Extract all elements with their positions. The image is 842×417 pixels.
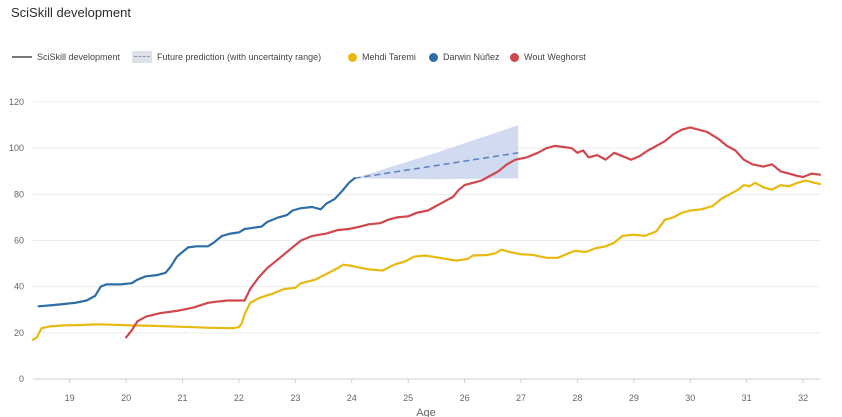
series-line-nunez[interactable] <box>37 177 356 308</box>
series-layer <box>31 126 822 341</box>
x-tick-label: 20 <box>121 393 131 403</box>
legend-label-weghorst: Wout Weghorst <box>524 52 586 62</box>
x-tick-label: 29 <box>629 393 639 403</box>
x-tick-label: 31 <box>742 393 752 403</box>
x-tick-label: 32 <box>798 393 808 403</box>
series-line-weghorst[interactable] <box>125 126 822 339</box>
y-tick-label: 80 <box>14 189 24 199</box>
y-tick-label: 60 <box>14 236 24 246</box>
legend-label-development: SciSkill development <box>37 52 121 62</box>
x-tick-label: 27 <box>516 393 526 403</box>
x-tick-label: 19 <box>65 393 75 403</box>
x-tick-label: 23 <box>290 393 300 403</box>
y-tick-label: 120 <box>9 97 24 107</box>
y-tick-label: 40 <box>14 282 24 292</box>
x-tick-label: 28 <box>572 393 582 403</box>
legend-dot-nunez <box>429 52 438 62</box>
x-tick-label: 21 <box>177 393 187 403</box>
legend-item-nunez[interactable]: Darwin Núñez <box>429 50 500 64</box>
legend-dot-weghorst <box>510 52 519 62</box>
legend-line-swatch <box>12 56 32 58</box>
legend-prediction-swatch <box>132 51 152 63</box>
legend-item-taremi[interactable]: Mehdi Taremi <box>348 50 416 64</box>
legend-item-weghorst[interactable]: Wout Weghorst <box>510 50 586 64</box>
x-tick-label: 25 <box>403 393 413 403</box>
x-tick-label: 22 <box>234 393 244 403</box>
legend-dot-taremi <box>348 52 357 62</box>
prediction-mean-line <box>354 152 519 179</box>
x-tick-label: 30 <box>685 393 695 403</box>
legend-label-prediction: Future prediction (with uncertainty rang… <box>157 52 322 62</box>
x-axis-label: Age <box>416 407 436 417</box>
y-tick-label: 0 <box>19 374 24 384</box>
chart-title: SciSkill development <box>11 5 131 20</box>
x-tick-label: 26 <box>460 393 470 403</box>
prediction-uncertainty-band <box>354 125 519 180</box>
y-axis: 0 20 40 60 80 100 120 <box>9 97 24 384</box>
prediction-layer <box>354 125 519 180</box>
legend-label-nunez: Darwin Núñez <box>443 52 500 62</box>
x-tick-label: 24 <box>347 393 357 403</box>
series-line-taremi[interactable] <box>31 179 822 341</box>
grid-lines <box>33 101 820 380</box>
x-axis: 19 20 21 22 23 24 25 26 27 28 29 30 31 32 <box>65 379 808 403</box>
y-tick-label: 100 <box>9 143 24 153</box>
legend-label-taremi: Mehdi Taremi <box>362 52 416 62</box>
y-tick-label: 20 <box>14 328 24 338</box>
legend-item-prediction[interactable]: Future prediction (with uncertainty rang… <box>132 50 321 64</box>
legend-item-development[interactable]: SciSkill development <box>12 50 120 64</box>
